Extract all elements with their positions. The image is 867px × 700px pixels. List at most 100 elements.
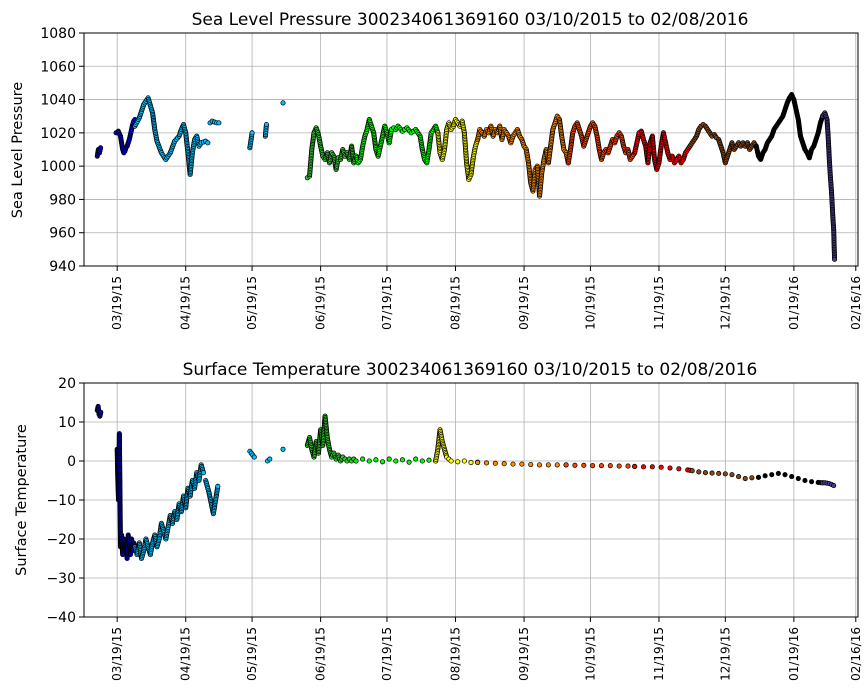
data-point bbox=[280, 446, 286, 452]
series-0 bbox=[94, 403, 104, 419]
data-point bbox=[251, 454, 257, 460]
data-point bbox=[528, 461, 534, 468]
data-point bbox=[769, 472, 775, 478]
series-0 bbox=[94, 145, 104, 159]
series-8 bbox=[475, 123, 525, 146]
data-point bbox=[789, 474, 795, 480]
series-10 bbox=[565, 120, 638, 166]
data-point bbox=[729, 472, 735, 478]
x-tick-label: 10/19/15 bbox=[583, 276, 597, 330]
series-6 bbox=[433, 427, 481, 466]
data-point bbox=[215, 483, 221, 489]
data-point bbox=[832, 256, 838, 262]
x-tick-label: 06/19/15 bbox=[314, 276, 328, 330]
data-point bbox=[572, 462, 578, 468]
series-9 bbox=[632, 463, 695, 474]
data-point bbox=[607, 463, 613, 469]
data-point bbox=[280, 100, 286, 106]
y-tick-label: 940 bbox=[49, 259, 76, 275]
x-tick-label: 04/19/15 bbox=[179, 276, 193, 330]
data-point bbox=[563, 462, 569, 468]
data-point bbox=[426, 457, 432, 463]
y-tick-label: 1080 bbox=[40, 26, 76, 42]
data-point bbox=[267, 456, 273, 462]
series-4 bbox=[304, 125, 359, 181]
x-tick-label: 06/19/15 bbox=[314, 627, 328, 681]
series-3 bbox=[207, 100, 286, 151]
sea-level-pressure-chart: Sea Level Pressure 300234061369160 03/10… bbox=[10, 10, 863, 330]
data-point bbox=[205, 140, 211, 146]
data-point bbox=[455, 459, 461, 465]
data-point bbox=[782, 472, 788, 478]
data-point bbox=[98, 409, 104, 415]
data-point bbox=[263, 121, 269, 128]
data-point bbox=[709, 470, 715, 476]
x-tick-label: 12/19/15 bbox=[718, 627, 732, 681]
data-point bbox=[461, 458, 467, 464]
x-tick-label: 07/19/15 bbox=[380, 627, 394, 681]
data-point bbox=[736, 474, 742, 480]
x-tick-label: 01/19/16 bbox=[787, 627, 801, 681]
data-point bbox=[742, 475, 748, 482]
y-tick-label: 1020 bbox=[40, 126, 76, 142]
y-tick-label: 1060 bbox=[40, 59, 76, 75]
x-tick-label: 09/19/15 bbox=[517, 627, 531, 681]
series-4 bbox=[304, 413, 359, 464]
data-point bbox=[581, 462, 587, 468]
data-point bbox=[590, 463, 596, 469]
data-point bbox=[716, 470, 722, 477]
data-point bbox=[373, 457, 379, 463]
x-tick-label: 04/19/15 bbox=[179, 627, 193, 681]
data-point bbox=[468, 460, 474, 466]
series-3 bbox=[203, 446, 286, 517]
data-point bbox=[696, 469, 702, 475]
surface-temperature-chart: Surface Temperature 300234061369160 03/1… bbox=[14, 360, 863, 681]
x-tick-label: 02/16/16 bbox=[849, 276, 863, 330]
y-tick-label: 20 bbox=[58, 376, 76, 392]
x-tick-label: 02/16/16 bbox=[849, 627, 863, 681]
x-tick-label: 07/19/15 bbox=[380, 276, 394, 330]
y-tick-label: 10 bbox=[58, 415, 76, 431]
y-axis-label: Surface Temperature bbox=[14, 424, 30, 576]
data-point bbox=[475, 460, 481, 466]
data-point bbox=[448, 458, 454, 464]
data-point bbox=[831, 483, 837, 489]
series-11 bbox=[632, 128, 693, 173]
series-8 bbox=[563, 462, 638, 470]
x-tick-label: 05/19/15 bbox=[245, 276, 259, 330]
y-tick-label: 980 bbox=[49, 192, 76, 208]
series-5 bbox=[353, 116, 425, 166]
data-point bbox=[406, 459, 412, 465]
data-point bbox=[519, 461, 525, 467]
data-points bbox=[94, 403, 837, 562]
x-tick-label: 11/19/15 bbox=[652, 627, 666, 681]
x-tick-label: 03/19/15 bbox=[110, 276, 124, 330]
x-tick-label: 12/19/15 bbox=[718, 276, 732, 330]
series-1 bbox=[114, 431, 138, 562]
series-2 bbox=[132, 462, 206, 562]
x-tick-label: 01/19/16 bbox=[787, 276, 801, 330]
data-point bbox=[632, 463, 638, 470]
y-tick-label: 1040 bbox=[40, 93, 76, 109]
data-point bbox=[649, 464, 655, 470]
data-point bbox=[419, 458, 425, 464]
y-tick-label: −40 bbox=[46, 610, 76, 626]
data-point bbox=[616, 463, 622, 469]
data-point bbox=[360, 456, 366, 462]
y-tick-label: −30 bbox=[46, 571, 76, 587]
series-5 bbox=[353, 456, 439, 465]
data-point bbox=[379, 459, 386, 465]
data-point bbox=[722, 471, 728, 477]
x-tick-label: 03/19/15 bbox=[110, 627, 124, 681]
data-point bbox=[216, 120, 222, 126]
series-12 bbox=[687, 121, 759, 166]
data-point bbox=[802, 477, 808, 484]
data-point bbox=[658, 464, 664, 470]
data-point bbox=[98, 145, 104, 151]
data-point bbox=[200, 470, 206, 476]
data-point bbox=[386, 456, 392, 462]
x-tick-label: 11/19/15 bbox=[652, 276, 666, 330]
series-13 bbox=[753, 92, 826, 163]
data-point bbox=[676, 466, 682, 472]
